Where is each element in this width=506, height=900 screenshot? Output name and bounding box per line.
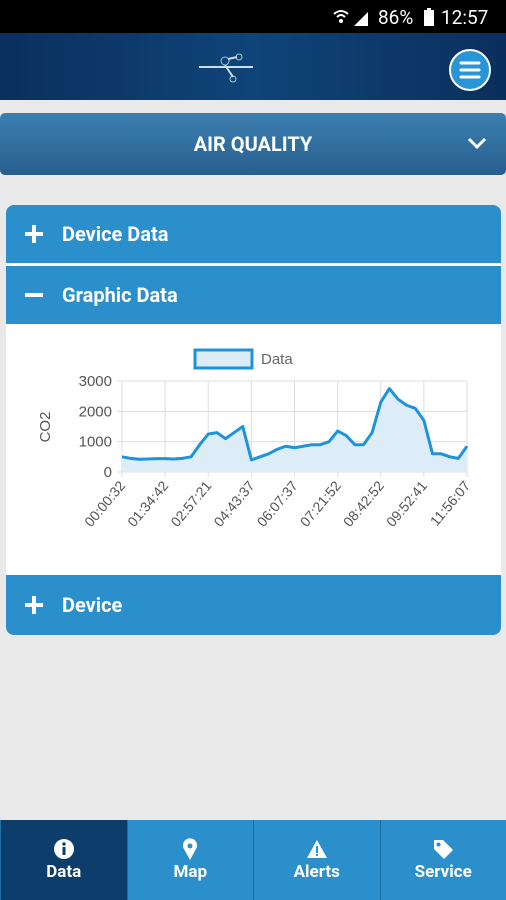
legend-label: Data — [261, 351, 293, 368]
nav-tab[interactable]: Alerts — [253, 820, 380, 900]
dropdown-label: AIR QUALITY — [193, 132, 313, 156]
legend-swatch — [193, 348, 254, 370]
alert-icon — [306, 840, 327, 858]
nav-label: Alerts — [293, 862, 340, 882]
line — [121, 387, 469, 462]
accordion-header[interactable]: Graphic Data — [6, 266, 501, 324]
y-tick-label: 0 — [104, 464, 112, 481]
nav-tab[interactable]: Map — [126, 820, 253, 900]
nav-tab[interactable]: Service — [379, 820, 506, 900]
x-tick-label: 08:42:52 — [340, 477, 387, 529]
plus-icon — [25, 596, 43, 614]
menu-button[interactable] — [448, 48, 492, 92]
battery-icon — [424, 8, 434, 26]
info-icon — [53, 839, 74, 859]
x-tick-label: 02:57:21 — [167, 477, 214, 529]
x-tick-label: 11:56:07 — [427, 477, 474, 528]
bottom-nav: Data Map Alerts Service — [0, 820, 506, 900]
battery-level: 86% — [378, 6, 414, 29]
section-label: Graphic Data — [62, 283, 178, 307]
y-tick-label: 2000 — [79, 403, 112, 420]
y-tick-label: 1000 — [79, 434, 112, 451]
minus-icon — [25, 293, 43, 297]
plus-icon — [25, 225, 43, 243]
map-icon — [183, 838, 198, 860]
app-header — [0, 33, 506, 100]
nav-label: Map — [173, 862, 208, 882]
nav-label: Service — [414, 862, 472, 882]
x-tick-label: 07:21:52 — [297, 477, 344, 529]
y-axis-title: CO2 — [37, 412, 54, 443]
x-tick-label: 01:34:42 — [124, 477, 171, 529]
sensor-dropdown[interactable]: AIR QUALITY — [0, 113, 506, 175]
chart: Data CO2 0 1000 2000 3000 00:00:3201:34:4202… — [37, 348, 474, 530]
accordion: Device Data Graphic Data Data CO2 0 1000 2… — [6, 205, 501, 635]
section-label: Device — [62, 593, 123, 617]
status-bar: 86% 12:57 — [0, 0, 506, 33]
nav-label: Data — [46, 862, 82, 882]
area — [122, 388, 467, 472]
logo — [199, 53, 253, 83]
accordion-header[interactable]: Device — [6, 575, 501, 635]
y-tick-label: 3000 — [79, 373, 112, 390]
tag-icon — [434, 840, 454, 859]
x-tick-label: 00:00:32 — [81, 477, 128, 529]
signal-icons — [333, 10, 368, 26]
section-label: Device Data — [62, 222, 169, 246]
clock: 12:57 — [441, 6, 489, 29]
x-tick-label: 09:52:41 — [383, 477, 430, 529]
x-tick-label: 04:43:37 — [210, 477, 257, 529]
x-tick-label: 06:07:37 — [254, 477, 301, 529]
nav-tab[interactable]: Data — [0, 820, 127, 900]
chevron — [467, 137, 487, 150]
accordion-header[interactable]: Device Data — [6, 205, 501, 263]
